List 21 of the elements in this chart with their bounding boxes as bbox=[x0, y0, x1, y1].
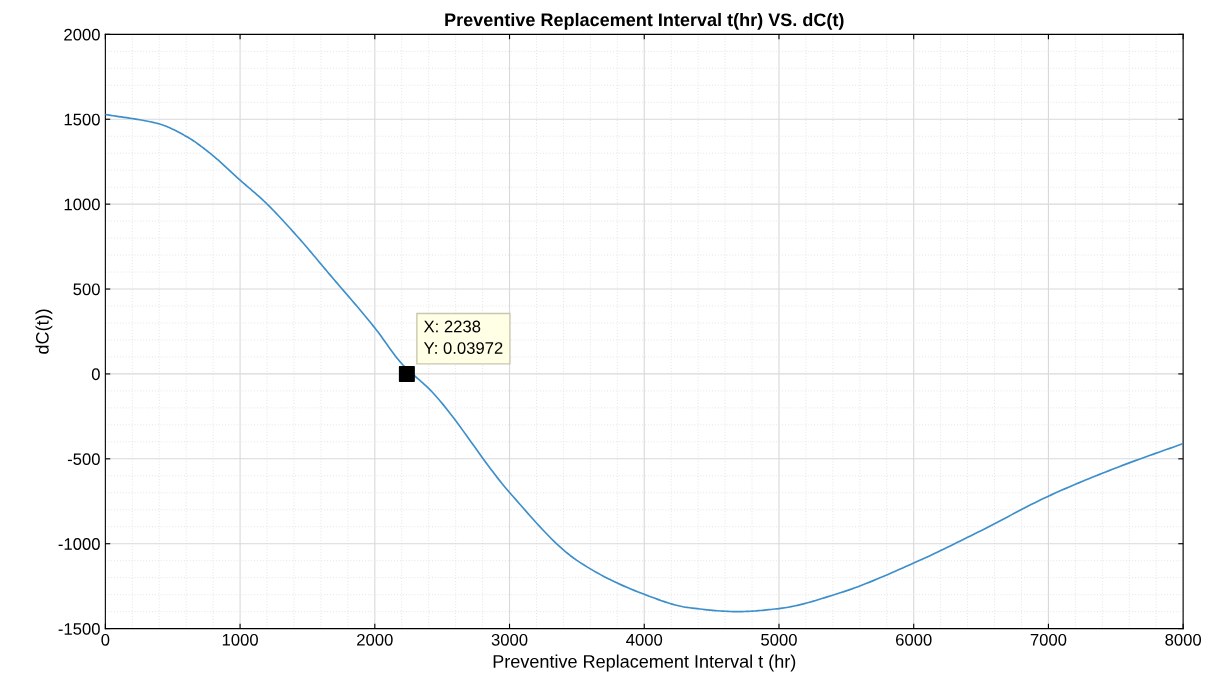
y-tick-label: 2000 bbox=[64, 28, 100, 41]
x-tick-label: 7000 bbox=[1030, 633, 1067, 646]
y-tick-label: 1500 bbox=[64, 113, 100, 126]
annotation: X: 2238 Y: 0.03972 bbox=[423, 320, 503, 354]
y-tick-label: 1000 bbox=[64, 198, 100, 211]
x-tick-label: 6000 bbox=[896, 633, 932, 646]
y-tick-label: -1000 bbox=[58, 538, 100, 550]
y-tick-label: 0 bbox=[91, 368, 100, 381]
x-tick-label: 3000 bbox=[491, 633, 528, 646]
x-axis-title: Preventive Replacement Interval t (hr) bbox=[493, 654, 796, 672]
chart-title: Preventive Replacement Interval t(hr) VS. dC(t) bbox=[445, 12, 844, 30]
x-tick-label: 2000 bbox=[357, 633, 393, 646]
y-axis-title: dC(t)) bbox=[35, 309, 53, 354]
x-tick-label: 1000 bbox=[222, 633, 258, 646]
y-tick-label: 500 bbox=[73, 283, 100, 296]
y-tick-label: -500 bbox=[67, 453, 100, 466]
x-tick-label: 0 bbox=[101, 633, 110, 646]
x-tick-label: 5000 bbox=[761, 633, 797, 646]
y-tick-label: -1500 bbox=[58, 623, 100, 635]
x-tick-label: 8000 bbox=[1165, 633, 1202, 646]
x-tick-label: 4000 bbox=[626, 633, 663, 646]
